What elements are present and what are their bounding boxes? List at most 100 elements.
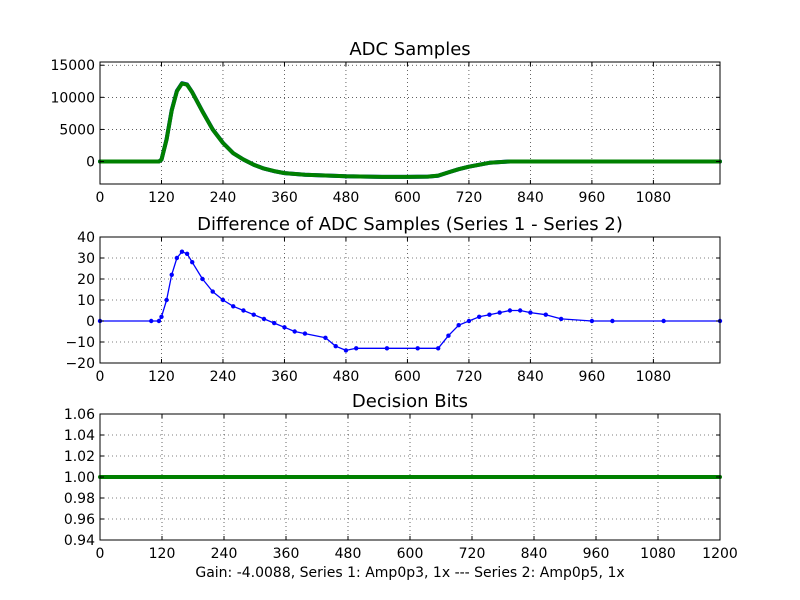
diff-point — [415, 346, 420, 351]
diff-point — [302, 331, 308, 336]
diff-point — [507, 308, 513, 313]
diff-point — [610, 318, 615, 324]
adc-xtick-label: 480 — [333, 190, 360, 206]
adc-samples-chart: 0 120 240 360 480 600 720 840 960 1080 0 5000 10000 1… — [50, 39, 722, 206]
decision-xtick-label: 840 — [521, 546, 548, 562]
adc-title: ADC Samples — [349, 39, 470, 60]
diff-point — [456, 323, 461, 328]
decision-ytick-label: 1.06 — [64, 407, 95, 423]
diff-point — [241, 308, 246, 313]
decision-xtick-label: 1200 — [702, 546, 738, 562]
decision-ytick-label: 1.00 — [64, 470, 95, 486]
adc-ytick-label: 15000 — [50, 58, 95, 74]
diff-xtick-label: 240 — [210, 369, 237, 385]
diff-point — [179, 249, 185, 254]
adc-xtick-label: 0 — [96, 190, 105, 206]
adc-xtick-label: 840 — [517, 190, 544, 206]
adc-plot-area — [100, 62, 720, 184]
diff-title: Difference of ADC Samples (Series 1 - Se… — [197, 214, 623, 235]
difference-chart: 0 120 240 360 480 600 720 840 960 1080 −20 −10 0 10 20… — [65, 214, 723, 385]
adc-ytick-label: 0 — [86, 155, 95, 171]
diff-point — [384, 346, 390, 351]
diff-xtick-label: 120 — [148, 369, 175, 385]
adc-xtick-label: 600 — [394, 190, 421, 206]
decision-bits-chart: 0 120 240 360 480 600 720 840 960 1080 1200 0.94 0.9… — [64, 391, 738, 562]
diff-point — [272, 320, 277, 326]
diff-point — [435, 346, 441, 351]
decision-xtick-label: 240 — [211, 546, 238, 562]
diff-ytick-label: −10 — [65, 335, 95, 351]
diff-point — [558, 316, 564, 322]
diff-xtick-label: 360 — [271, 369, 298, 385]
adc-xtick-label: 360 — [271, 190, 298, 206]
diff-point — [528, 310, 533, 315]
adc-series-2-line — [98, 81, 722, 179]
figure-caption: Gain: -4.0088, Series 1: Amp0p3, 1x --- … — [195, 565, 624, 581]
diff-point — [333, 344, 338, 349]
diff-point — [200, 276, 205, 282]
adc-ytick-label: 10000 — [50, 90, 95, 106]
diff-point — [476, 314, 482, 319]
decision-ytick-label: 1.02 — [64, 449, 95, 465]
decision-ytick-label: 0.94 — [64, 533, 95, 549]
diff-point — [190, 260, 195, 265]
diff-point — [543, 312, 548, 317]
diff-xtick-label: 480 — [333, 369, 360, 385]
diff-xtick-label: 720 — [456, 369, 483, 385]
diff-point — [184, 251, 190, 256]
diff-point — [282, 325, 287, 330]
adc-xtick-label: 720 — [456, 190, 483, 206]
adc-xtick-label: 960 — [579, 190, 606, 206]
diff-point — [517, 308, 523, 313]
diff-ytick-label: 40 — [77, 230, 95, 246]
decision-xtick-label: 120 — [149, 546, 176, 562]
adc-xtick-label: 1080 — [636, 190, 672, 206]
decision-xtick-label: 1080 — [640, 546, 676, 562]
diff-point — [231, 304, 236, 309]
diff-point — [292, 329, 297, 334]
diff-xtick-label: 0 — [96, 369, 105, 385]
diff-xtick-label: 840 — [517, 369, 544, 385]
diff-ytick-label: 0 — [86, 314, 95, 330]
decision-ytick-label: 0.98 — [64, 491, 95, 507]
diff-point — [497, 310, 502, 315]
decision-xtick-label: 600 — [397, 546, 424, 562]
decision-title: Decision Bits — [352, 391, 468, 412]
diff-xtick-label: 600 — [394, 369, 421, 385]
diff-point — [466, 318, 472, 324]
diff-point — [149, 318, 154, 324]
diff-point — [174, 255, 180, 261]
decision-ytick-label: 1.04 — [64, 428, 95, 444]
diff-point — [169, 272, 174, 277]
adc-frame — [99, 61, 721, 185]
diff-ytick-label: 30 — [77, 251, 95, 267]
decision-xtick-label: 0 — [96, 546, 105, 562]
diff-point — [487, 312, 492, 317]
decision-xtick-label: 360 — [273, 546, 300, 562]
decision-xtick-label: 960 — [583, 546, 610, 562]
diff-point — [323, 335, 328, 340]
diff-point — [261, 316, 267, 322]
diff-point — [251, 312, 256, 317]
diff-ytick-label: 10 — [77, 293, 95, 309]
diff-point — [156, 318, 162, 324]
diff-point — [589, 318, 595, 324]
decision-xtick-label: 480 — [335, 546, 362, 562]
diff-point — [210, 289, 215, 294]
diff-point — [353, 346, 359, 351]
diff-ytick-label: −20 — [65, 356, 95, 372]
decision-xtick-label: 720 — [459, 546, 486, 562]
diff-point — [343, 348, 349, 353]
diff-point — [159, 314, 164, 319]
diff-xtick-label: 1080 — [636, 369, 672, 385]
diff-point — [446, 333, 451, 338]
diff-ytick-label: 20 — [77, 272, 95, 288]
diff-point — [164, 297, 169, 303]
decision-ytick-label: 0.96 — [64, 512, 95, 528]
adc-ytick-label: 5000 — [59, 122, 95, 138]
diff-point — [661, 318, 666, 324]
adc-xtick-label: 240 — [210, 190, 237, 206]
diff-xtick-label: 960 — [579, 369, 606, 385]
diff-point — [220, 297, 226, 303]
